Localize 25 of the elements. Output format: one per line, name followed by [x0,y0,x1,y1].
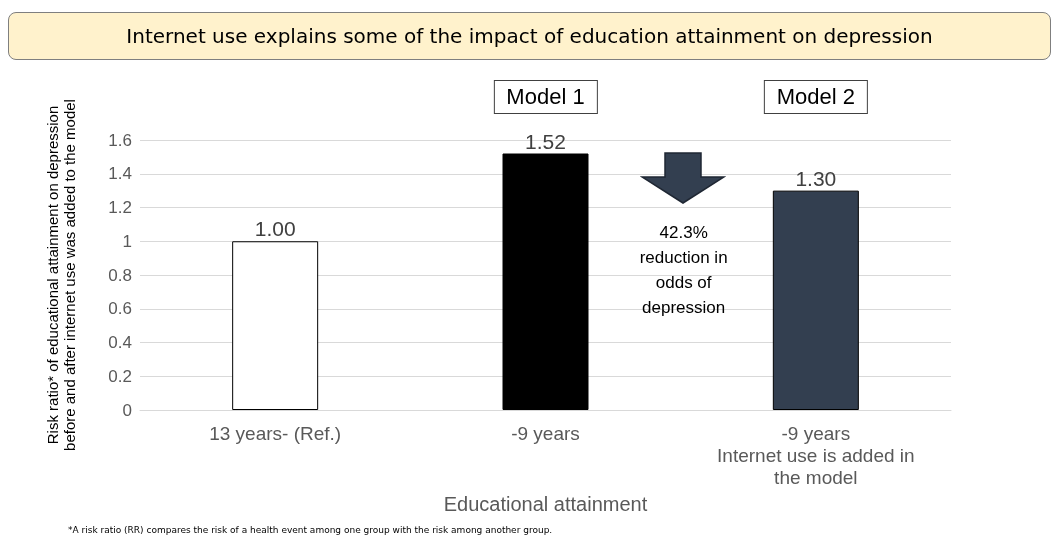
x-axis-title: Educational attainment [443,493,648,515]
annotation: 42.3% reduction in odds of depression [639,222,728,319]
text: Model 1 [493,80,598,114]
y-tick-label: 0.8 [108,265,132,285]
y-tick-label: 1.6 [108,130,132,150]
y-axis-title: Risk ratio* of educational attainment on depression before and after internet use was added to the model [44,99,78,451]
y-tick-label: 1.4 [108,164,132,184]
bar [232,241,319,410]
text: *A risk ratio (RR) compares the risk of a health event among one group with the risk among another group. [68,525,553,535]
y-tick-label: 0.4 [108,333,132,352]
y-tick-label: 1 [122,231,132,251]
chart-title: Internet use explains some of the impact of education attainment on depression [8,12,1051,60]
data-label: 1.30 [795,166,837,190]
x-tick-label: -9 years [511,422,580,444]
y-tick-label: 1.2 [108,198,132,217]
y-tick-label: 0.6 [108,299,132,319]
data-label: 1.00 [254,217,296,241]
bar [502,153,589,410]
bar [772,190,859,410]
x-tick-label: -9 years Internet use is added in the model [717,422,915,488]
data-label: 1.52 [525,129,566,153]
y-tick-label: 0 [122,400,132,420]
y-tick-label: 0.2 [108,366,132,386]
x-tick-label: 13 years- (Ref.) [209,422,342,444]
text: Model 2 [763,80,868,114]
